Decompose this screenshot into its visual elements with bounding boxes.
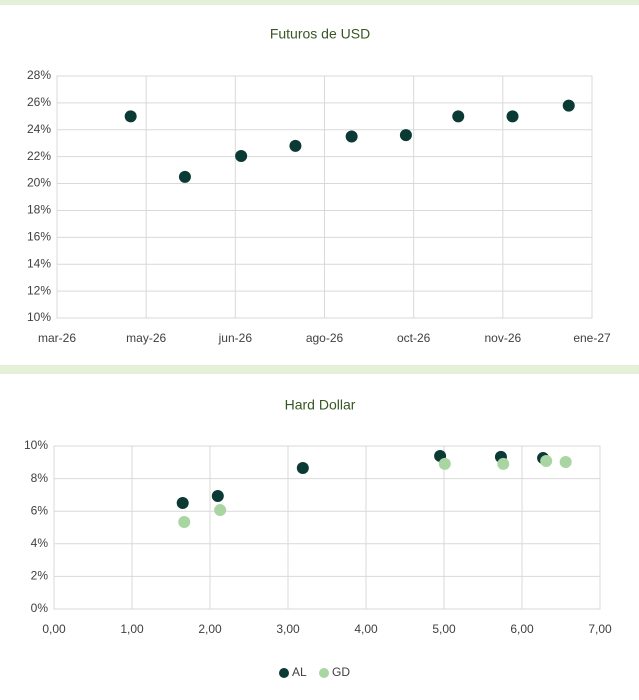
point (452, 110, 465, 123)
point (506, 110, 519, 123)
legend-marker (279, 668, 289, 678)
point (178, 170, 191, 183)
x-tick-label: ene-27 (573, 331, 611, 345)
band (0, 0, 639, 5)
x-tick-label: ago-26 (306, 331, 344, 345)
point (211, 490, 224, 503)
chart-title: Futuros de USD (270, 26, 370, 42)
point (559, 455, 572, 468)
plot-border (56, 75, 593, 319)
y-tick-label: 16% (27, 230, 51, 244)
y-tick-label: 10% (24, 438, 48, 452)
x-tick-label: 5,00 (432, 622, 456, 636)
y-tick-label: 20% (27, 176, 51, 190)
band (0, 365, 639, 374)
y-tick-label: 4% (31, 536, 49, 550)
y-tick-label: 24% (27, 122, 51, 136)
point (562, 99, 575, 112)
x-tick-label: jun-26 (218, 331, 253, 345)
point (296, 462, 309, 475)
plot-border (53, 445, 601, 610)
point (214, 504, 227, 517)
point (289, 139, 302, 152)
x-tick-label: oct-26 (397, 331, 431, 345)
x-tick-label: nov-26 (484, 331, 521, 345)
x-tick-label: 2,00 (198, 622, 222, 636)
point (235, 149, 248, 162)
legend-marker (319, 668, 329, 678)
x-tick-label: 6,00 (510, 622, 534, 636)
y-tick-label: 22% (27, 149, 51, 163)
point (438, 457, 451, 470)
x-tick-label: 0,00 (42, 622, 66, 636)
y-tick-label: 8% (31, 471, 49, 485)
y-tick-label: 0% (31, 601, 49, 615)
chart-title: Hard Dollar (285, 397, 356, 413)
y-tick-label: 12% (27, 283, 51, 297)
point (497, 457, 510, 470)
y-tick-label: 10% (27, 310, 51, 324)
legend-label: AL (292, 665, 307, 679)
point (124, 110, 137, 123)
y-tick-label: 28% (27, 68, 51, 82)
y-tick-label: 2% (31, 569, 49, 583)
point (176, 497, 189, 510)
point (540, 454, 553, 467)
point (178, 515, 191, 528)
x-tick-label: mar-26 (38, 331, 76, 345)
y-tick-label: 18% (27, 203, 51, 217)
y-tick-label: 26% (27, 95, 51, 109)
y-tick-label: 14% (27, 256, 51, 270)
x-tick-label: 3,00 (276, 622, 300, 636)
x-tick-label: 7,00 (588, 622, 612, 636)
legend-label: GD (332, 665, 350, 679)
x-tick-label: 4,00 (354, 622, 378, 636)
x-tick-label: 1,00 (120, 622, 144, 636)
y-tick-label: 6% (31, 503, 49, 517)
point (399, 129, 412, 142)
x-tick-label: may-26 (126, 331, 166, 345)
point (345, 130, 358, 143)
